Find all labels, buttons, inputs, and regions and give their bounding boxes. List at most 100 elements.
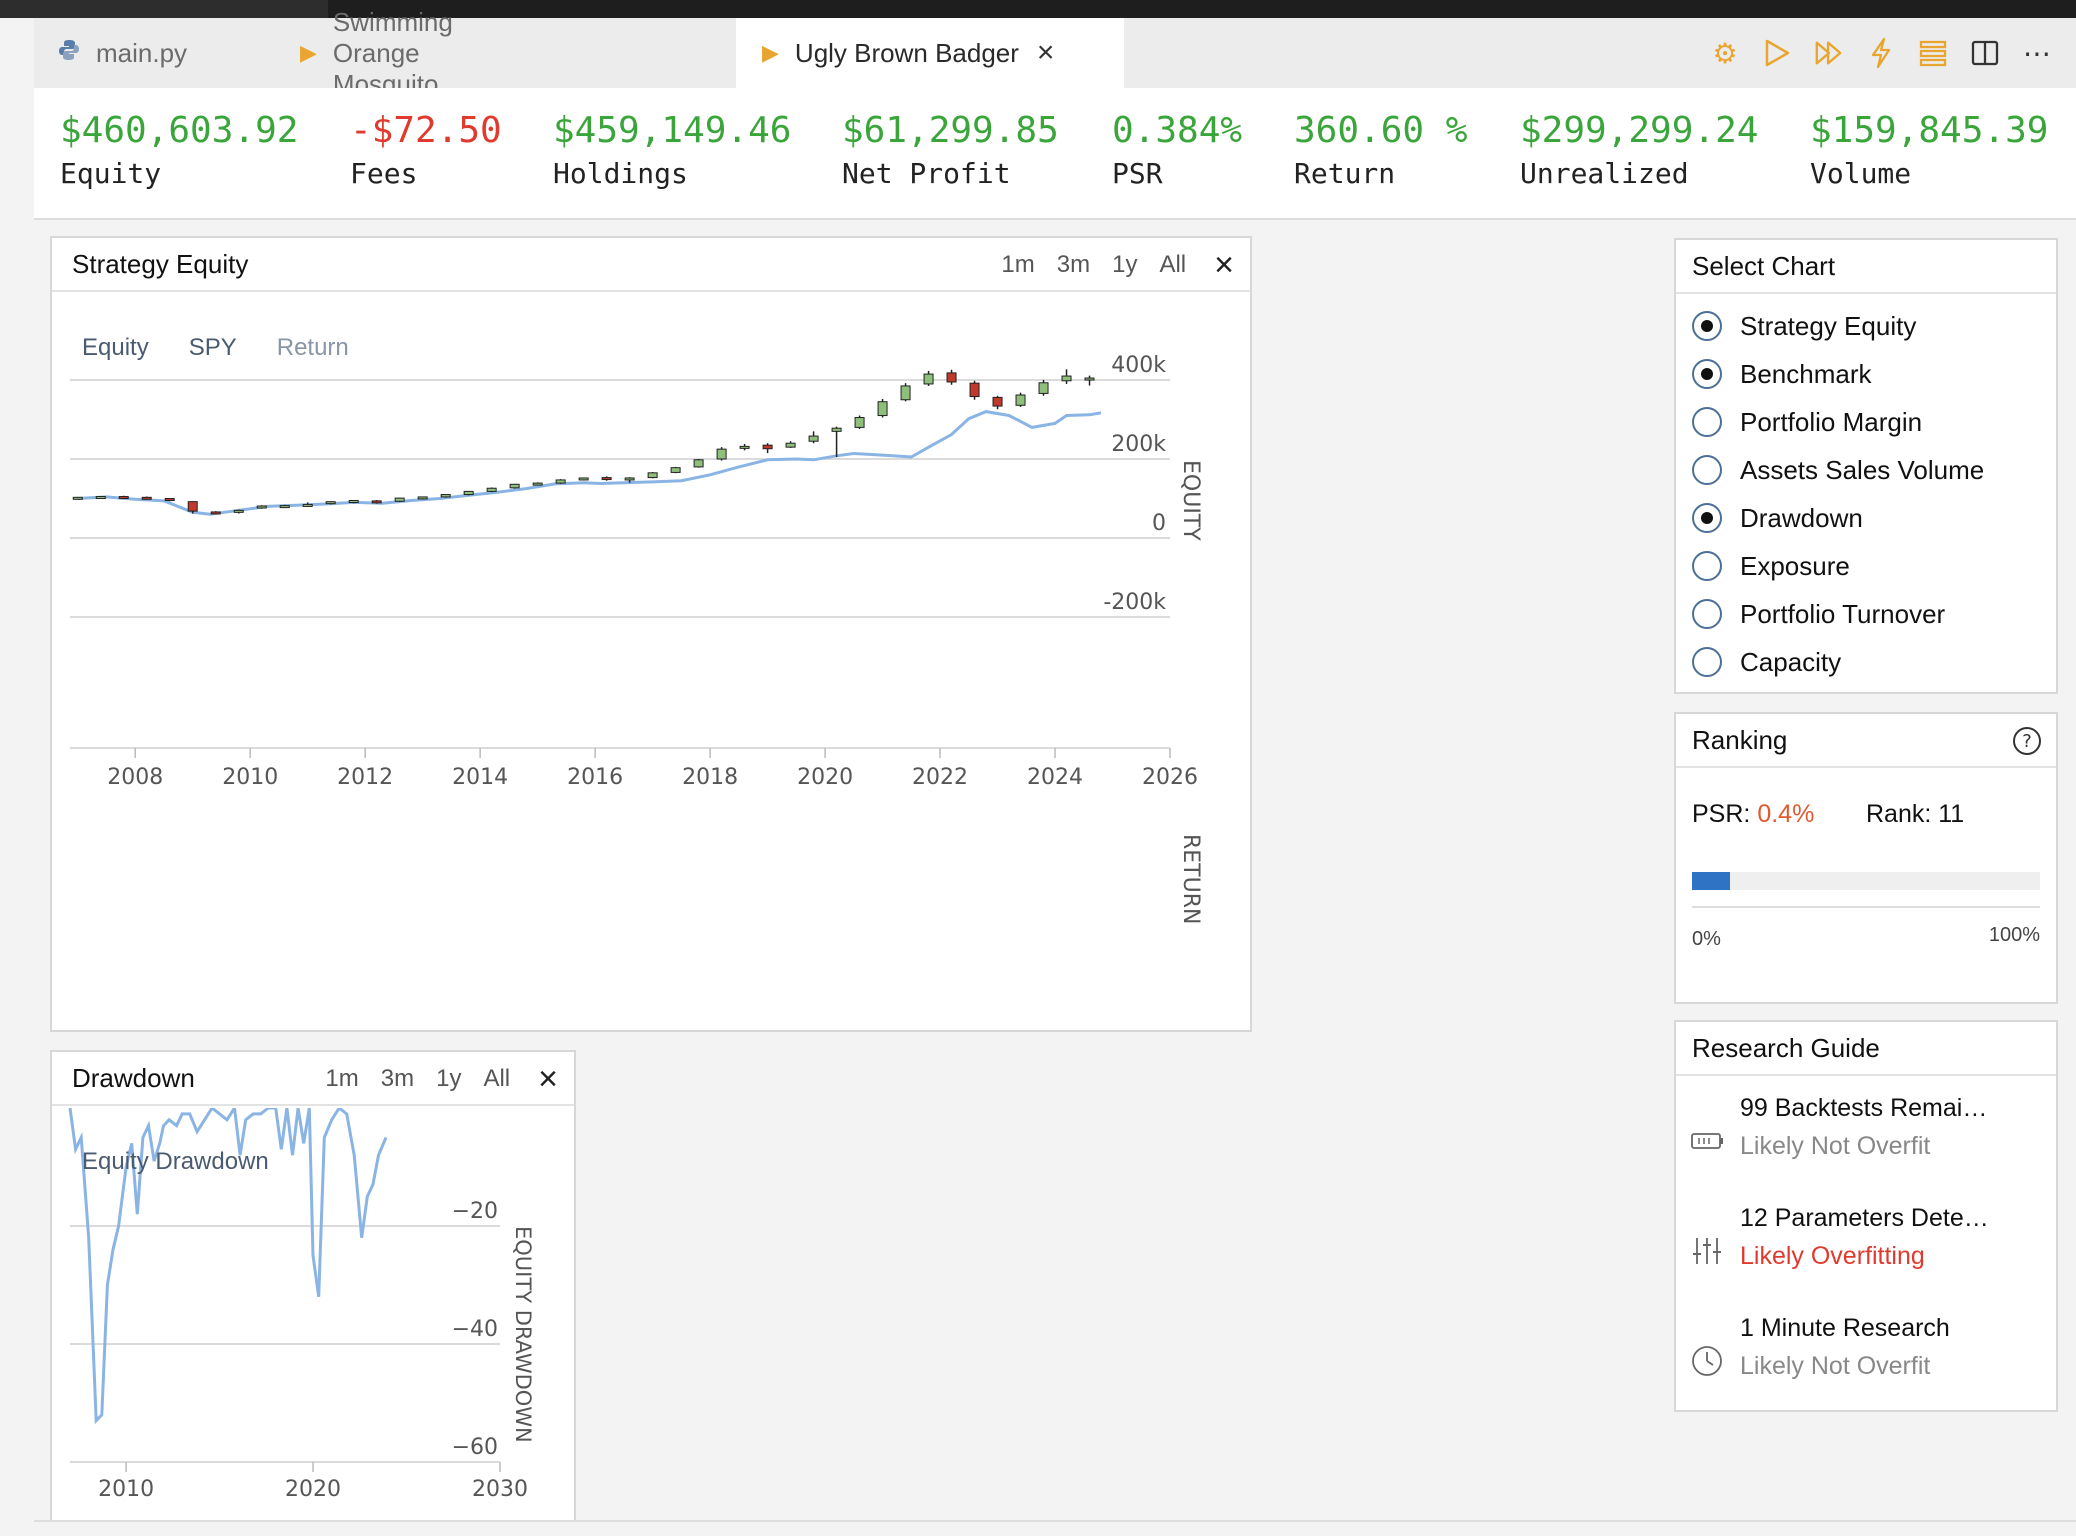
chart-option-label: Strategy Equity	[1740, 310, 1917, 341]
editor-toolbar: ⚙ ⋯	[1710, 18, 2052, 88]
candle-body	[762, 444, 773, 450]
ranking-panel: Ranking ? PSR: 0.4% Rank: 11 0% 100%	[1674, 712, 2058, 1004]
legend-spy[interactable]: SPY	[188, 334, 237, 361]
strategy-equity-panel: Strategy Equity 1m 3m 1y All × Equity SP…	[50, 236, 1252, 1032]
guide-item-backtests[interactable]: 99 Backtests Remai… Likely Not Overfit	[1690, 1094, 2042, 1184]
chart-options: Strategy Equity Benchmark Portfolio Margin…	[1692, 302, 2046, 686]
radio-button[interactable]	[1692, 599, 1722, 629]
python-icon	[58, 39, 80, 67]
close-icon[interactable]: ×	[1214, 245, 1234, 284]
candle-body	[808, 435, 819, 442]
candle-body	[302, 503, 313, 507]
stat-label: Unrealized	[1520, 157, 1689, 190]
candle-body	[992, 396, 1003, 407]
chart-option-label: Assets Sales Volume	[1740, 454, 1985, 485]
stat-volume: $159,845.39 Volume	[1810, 110, 2048, 190]
radio-button[interactable]	[1692, 311, 1722, 341]
help-icon[interactable]: ?	[2012, 726, 2042, 763]
candle-body	[601, 477, 612, 481]
play-icon[interactable]	[1762, 38, 1792, 68]
radio-button[interactable]	[1692, 407, 1722, 437]
guide-item-research-time[interactable]: 1 Minute Research Likely Not Overfit	[1690, 1314, 2042, 1404]
chart-legend: Equity SPY Return	[82, 334, 349, 362]
stat-value: $61,299.85	[842, 110, 1059, 151]
stat-label: Holdings	[553, 157, 688, 190]
candle-body	[187, 501, 198, 512]
chart-option-drawdown[interactable]: Drawdown	[1692, 494, 2046, 542]
candle-body	[1084, 377, 1095, 381]
guide-item-parameters[interactable]: 12 Parameters Dete… Likely Overfitting	[1690, 1204, 2042, 1294]
candle-body	[509, 483, 520, 489]
stat-label: Volume	[1810, 157, 1912, 190]
x-tick-label: 2012	[337, 765, 393, 790]
candle-body	[348, 499, 359, 503]
legend-equity[interactable]: Equity	[82, 334, 149, 361]
chart-option-strategy-equity[interactable]: Strategy Equity	[1692, 302, 2046, 350]
y-tick-label: −20	[452, 1199, 498, 1224]
range-3m[interactable]: 3m	[1056, 251, 1091, 278]
split-view-icon[interactable]	[1970, 38, 2000, 68]
chart-option-portfolio-turnover[interactable]: Portfolio Turnover	[1692, 590, 2046, 638]
candle-body	[670, 467, 681, 473]
panel-title: Strategy Equity	[72, 248, 249, 279]
chart-option-exposure[interactable]: Exposure	[1692, 542, 2046, 590]
candle-body	[95, 496, 106, 500]
guide-item-status: Likely Not Overfit	[1740, 1352, 1931, 1380]
drawdown-chart: −20 −40 −60 2010 2020 2030 EQUITY DRAWDOWN	[68, 1108, 535, 1502]
range-1m[interactable]: 1m	[325, 1065, 359, 1092]
stat-value: 360.60 %	[1294, 110, 1468, 151]
rank-progress-track	[1692, 872, 2040, 890]
rank-min-label: 0%	[1692, 928, 1721, 950]
candle-body	[371, 500, 382, 504]
x-tick-label: 2010	[98, 1477, 154, 1502]
candle-body	[210, 511, 221, 515]
range-all[interactable]: All	[483, 1065, 511, 1092]
sliders-icon	[1690, 1234, 1724, 1268]
x-tick-label: 2020	[797, 765, 853, 790]
tab-swimming-orange-mosquito[interactable]: ▶ Swimming Orange Mosquito	[34, 7, 530, 99]
guide-item-status: Likely Not Overfit	[1740, 1132, 1931, 1160]
x-tick-label: 2026	[1142, 765, 1198, 790]
fast-forward-icon[interactable]	[1814, 38, 1844, 68]
candle-body	[831, 427, 842, 432]
candle-body	[854, 417, 865, 428]
more-icon[interactable]: ⋯	[2023, 37, 2051, 69]
radio-button[interactable]	[1692, 455, 1722, 485]
y-tick-label: −40	[452, 1317, 498, 1342]
chart-option-capacity[interactable]: Capacity	[1692, 638, 2046, 686]
close-icon[interactable]: ×	[538, 1059, 558, 1098]
legend-equity-drawdown[interactable]: Equity Drawdown	[82, 1148, 269, 1175]
radio-button[interactable]	[1692, 647, 1722, 677]
radio-button[interactable]	[1692, 503, 1722, 533]
range-selector: 1m 3m 1y All ×	[325, 1052, 558, 1106]
candle-body	[578, 477, 589, 481]
range-3m[interactable]: 3m	[380, 1065, 415, 1092]
legend-return[interactable]: Return	[276, 334, 349, 361]
tab-main-py[interactable]: main.py	[34, 18, 274, 88]
candle-body	[164, 498, 175, 501]
panel-title: Select Chart	[1692, 250, 1836, 281]
candle-body	[969, 382, 980, 398]
battery-icon	[1690, 1124, 1724, 1158]
range-all[interactable]: All	[1159, 251, 1187, 278]
range-1y[interactable]: 1y	[1112, 251, 1138, 278]
range-1y[interactable]: 1y	[436, 1065, 462, 1092]
candle-body	[716, 448, 727, 460]
radio-button[interactable]	[1692, 359, 1722, 389]
candle-body	[785, 442, 796, 448]
tab-ugly-brown-badger[interactable]: ▶ Ugly Brown Badger ×	[736, 18, 1124, 88]
range-1m[interactable]: 1m	[1001, 251, 1035, 278]
stat-label: Fees	[350, 157, 418, 190]
chart-option-assets-sales-volume[interactable]: Assets Sales Volume	[1692, 446, 2046, 494]
close-icon[interactable]: ×	[1036, 36, 1055, 69]
lightning-icon[interactable]	[1866, 37, 1896, 69]
chart-option-benchmark[interactable]: Benchmark	[1692, 350, 2046, 398]
chart-option-portfolio-margin[interactable]: Portfolio Margin	[1692, 398, 2046, 446]
drawdown-panel: Drawdown 1m 3m 1y All × −20 −40 −60 2010 202…	[50, 1050, 576, 1522]
rank-progress-fill	[1692, 872, 1731, 890]
guide-item-title: 99 Backtests Remai…	[1740, 1094, 1988, 1122]
panel-title: Drawdown	[72, 1062, 195, 1093]
gear-icon[interactable]: ⚙	[1712, 37, 1738, 69]
list-icon[interactable]	[1918, 38, 1948, 68]
radio-button[interactable]	[1692, 551, 1722, 581]
